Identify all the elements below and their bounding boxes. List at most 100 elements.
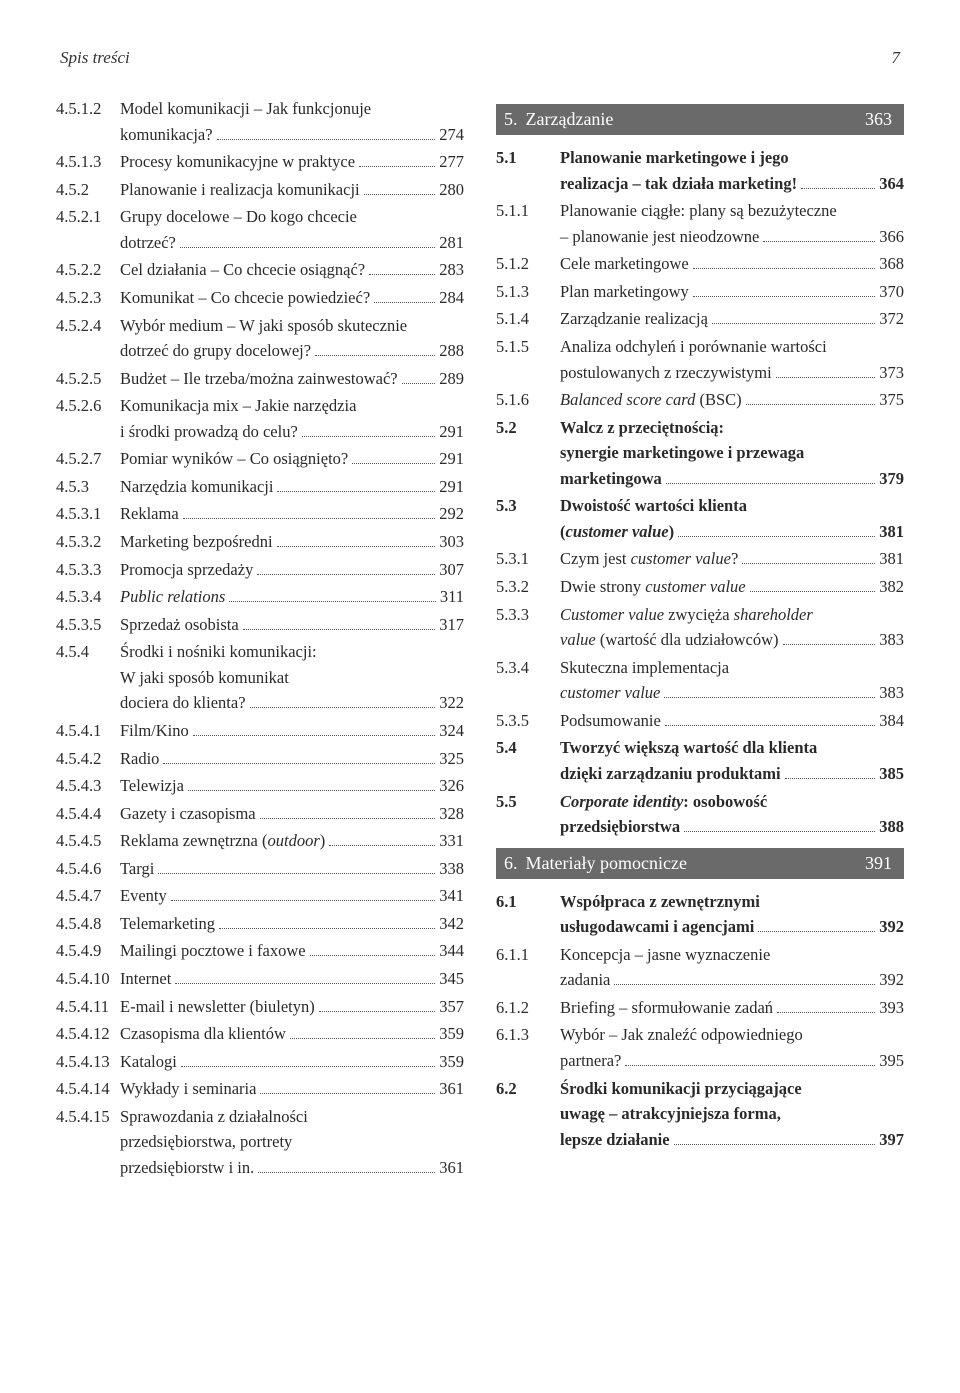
toc-entry-number: 4.5.4.10 xyxy=(56,966,120,992)
toc-entry-number: 4.5.2 xyxy=(56,177,120,203)
toc-leader-dots xyxy=(374,302,435,303)
toc-entry-number: 4.5.2.3 xyxy=(56,285,120,311)
toc-entry-number: 4.5.3.3 xyxy=(56,557,120,583)
toc-entry-title-line: Współpraca z zewnętrznymi xyxy=(560,889,904,915)
toc-entry-title-line: W jaki sposób komunikat xyxy=(120,665,464,691)
toc-entry-number: 4.5.3.4 xyxy=(56,584,120,610)
toc-entry-number: 5.3.4 xyxy=(496,655,560,706)
toc-leader-dots xyxy=(684,831,875,832)
toc-leader-dots xyxy=(175,983,435,984)
toc-entry-title-line: Grupy docelowe – Do kogo chcecie xyxy=(120,204,464,230)
toc-entry-title: value (wartość dla udziałowców) xyxy=(560,627,779,653)
toc-entry: 6.1.2 Briefing – sformułowanie zadań 393 xyxy=(496,995,904,1021)
toc-entry-page: 372 xyxy=(879,306,904,332)
toc-entry-number: 6.1.1 xyxy=(496,942,560,993)
toc-entry-title: Reklama zewnętrzna (outdoor) xyxy=(120,828,325,854)
toc-entry-page: 392 xyxy=(879,914,904,940)
toc-entry: 5.1.6 Balanced score card (BSC) 375 xyxy=(496,387,904,413)
toc-entry: 4.5.2.5 Budżet – Ile trzeba/można zainwe… xyxy=(56,366,464,392)
toc-entry-page: 331 xyxy=(439,828,464,854)
toc-entry-page: 385 xyxy=(879,761,904,787)
toc-entry-page: 381 xyxy=(879,519,904,545)
toc-entry-page: 322 xyxy=(439,690,464,716)
toc-entry-number: 5.1.5 xyxy=(496,334,560,385)
toc-entry-title-line: Komunikacja mix – Jakie narzędzia xyxy=(120,393,464,419)
toc-entry-page: 364 xyxy=(879,171,904,197)
toc-entry-title: Sprzedaż osobista xyxy=(120,612,239,638)
toc-entry-title: – planowanie jest nieodzowne xyxy=(560,224,759,250)
toc-entry-number: 6.1 xyxy=(496,889,560,940)
toc-entry: 5.3.3 Customer value zwycięża shareholde… xyxy=(496,602,904,653)
toc-entry-title: lepsze działanie xyxy=(560,1127,670,1153)
toc-entry-title: Telewizja xyxy=(120,773,184,799)
toc-entry-page: 338 xyxy=(439,856,464,882)
toc-entry-title-line: Walcz z przeciętnością: xyxy=(560,415,904,441)
toc-entry: 4.5.3.5 Sprzedaż osobista 317 xyxy=(56,612,464,638)
toc-leader-dots xyxy=(250,707,436,708)
toc-entry-page: 395 xyxy=(879,1048,904,1074)
toc-entry: 5.1.5 Analiza odchyleń i porównanie wart… xyxy=(496,334,904,385)
toc-entry: 4.5.4.4 Gazety i czasopisma 328 xyxy=(56,801,464,827)
toc-entry-number: 4.5.4.11 xyxy=(56,994,120,1020)
toc-entry: 4.5.3.1 Reklama 292 xyxy=(56,501,464,527)
toc-right-column: 5. Zarządzanie 363 5.1 Planowanie market… xyxy=(496,96,904,1183)
toc-leader-dots xyxy=(364,194,436,195)
toc-entry-page: 341 xyxy=(439,883,464,909)
toc-entry: 4.5.1.3 Procesy komunikacyjne w praktyce… xyxy=(56,149,464,175)
toc-leader-dots xyxy=(693,296,875,297)
toc-entry-number: 4.5.4.2 xyxy=(56,746,120,772)
toc-entry: 4.5.3 Narzędzia komunikacji 291 xyxy=(56,474,464,500)
toc-entry-title-line: Planowanie ciągłe: plany są bezużyteczne xyxy=(560,198,904,224)
toc-leader-dots xyxy=(664,697,875,698)
toc-entry-title: Reklama xyxy=(120,501,179,527)
toc-left-column: 4.5.1.2 Model komunikacji – Jak funkcjon… xyxy=(56,96,464,1183)
toc-entry-number: 5.3.1 xyxy=(496,546,560,572)
toc-entry-page: 311 xyxy=(440,584,464,610)
toc-entry-title-line: uwagę – atrakcyjniejsza forma, xyxy=(560,1101,904,1127)
toc-entry: 4.5.4.13 Katalogi 359 xyxy=(56,1049,464,1075)
toc-leader-dots xyxy=(229,601,436,602)
toc-entry-title: Public relations xyxy=(120,584,225,610)
toc-entry-number: 5.1 xyxy=(496,145,560,196)
toc-entry-page: 317 xyxy=(439,612,464,638)
toc-entry-title: Dwie strony customer value xyxy=(560,574,746,600)
toc-entry: 4.5.4.5 Reklama zewnętrzna (outdoor) 331 xyxy=(56,828,464,854)
toc-entry: 4.5.3.4 Public relations 311 xyxy=(56,584,464,610)
toc-entry-number: 4.5.4.7 xyxy=(56,883,120,909)
toc-entry-title: Marketing bezpośredni xyxy=(120,529,273,555)
toc-entry: 5.3 Dwoistość wartości klienta (customer… xyxy=(496,493,904,544)
page-header: Spis treści 7 xyxy=(56,48,904,68)
toc-section-header: 6. Materiały pomocnicze 391 xyxy=(496,848,904,879)
toc-entry: 4.5.4.12 Czasopisma dla klientów 359 xyxy=(56,1021,464,1047)
toc-leader-dots xyxy=(369,274,435,275)
toc-entry-page: 361 xyxy=(439,1155,464,1181)
toc-entry: 4.5.4.6 Targi 338 xyxy=(56,856,464,882)
toc-entry-title-line: Tworzyć większą wartość dla klienta xyxy=(560,735,904,761)
toc-entry-number: 4.5.3.5 xyxy=(56,612,120,638)
toc-leader-dots xyxy=(750,591,876,592)
toc-entry: 4.5.2.3 Komunikat – Co chcecie powiedzie… xyxy=(56,285,464,311)
toc-section-number: 5. xyxy=(504,109,518,130)
toc-entry-number: 4.5.3.2 xyxy=(56,529,120,555)
toc-entry-title: Balanced score card (BSC) xyxy=(560,387,742,413)
toc-entry: 5.1.1 Planowanie ciągłe: plany są bezuży… xyxy=(496,198,904,249)
toc-leader-dots xyxy=(614,984,875,985)
toc-section-header: 5. Zarządzanie 363 xyxy=(496,104,904,135)
toc-entry-title-line: Sprawozdania z działalności xyxy=(120,1104,464,1130)
toc-entry-page: 325 xyxy=(439,746,464,772)
toc-entry-page: 344 xyxy=(439,938,464,964)
toc-entry-title: Briefing – sformułowanie zadań xyxy=(560,995,773,1021)
toc-entry: 4.5.3.2 Marketing bezpośredni 303 xyxy=(56,529,464,555)
toc-entry-number: 5.3.3 xyxy=(496,602,560,653)
toc-entry-title: Film/Kino xyxy=(120,718,189,744)
toc-leader-dots xyxy=(188,790,435,791)
toc-entry: 4.5.2.7 Pomiar wyników – Co osiągnięto? … xyxy=(56,446,464,472)
toc-entry-title-line: Corporate identity: osobowość xyxy=(560,789,904,815)
toc-leader-dots xyxy=(359,166,435,167)
toc-leader-dots xyxy=(776,377,876,378)
toc-entry-page: 370 xyxy=(879,279,904,305)
toc-entry-title: i środki prowadzą do celu? xyxy=(120,419,298,445)
toc-entry: 4.5.2 Planowanie i realizacja komunikacj… xyxy=(56,177,464,203)
toc-leader-dots xyxy=(402,383,436,384)
toc-entry-page: 366 xyxy=(879,224,904,250)
